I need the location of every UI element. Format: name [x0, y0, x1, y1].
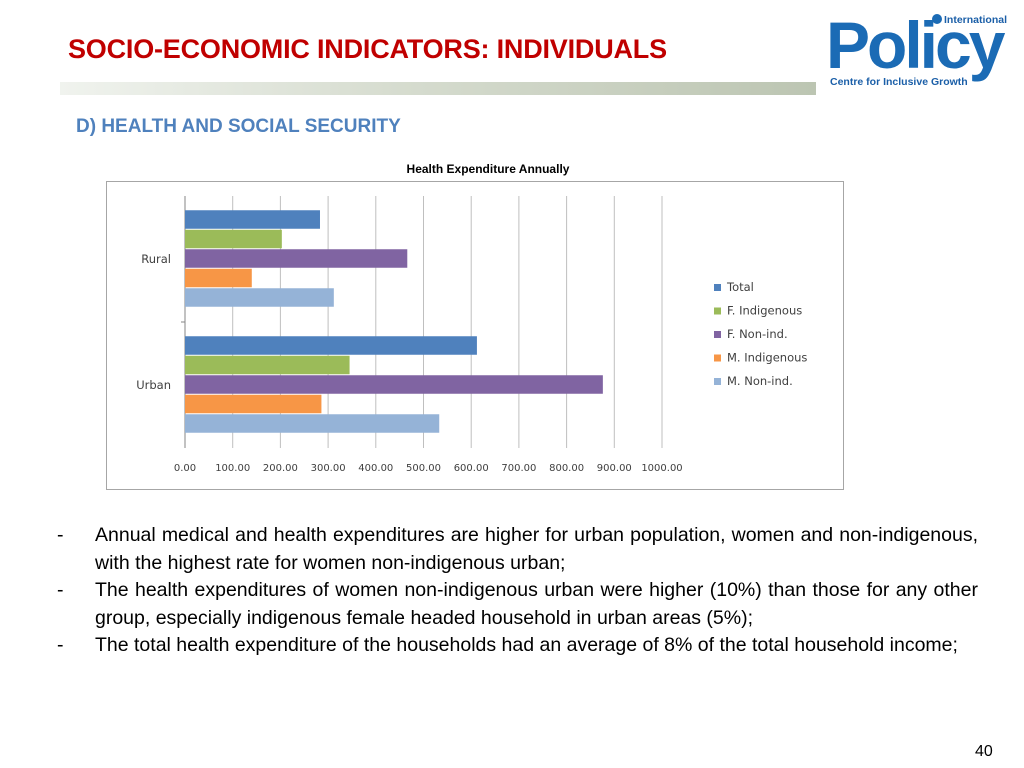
title-underline-bar: [60, 82, 816, 95]
bar: [185, 355, 350, 375]
bullet-item: - The health expenditures of women non-i…: [57, 577, 978, 632]
bullet-item: - Annual medical and health expenditures…: [57, 522, 978, 577]
bar: [185, 288, 334, 307]
bullet-text: The health expenditures of women non-ind…: [95, 579, 978, 629]
bar: [185, 268, 252, 288]
category-label: Rural: [141, 252, 171, 266]
legend-label: M. Non-ind.: [727, 374, 793, 388]
chart-container: 0.00 100.00 200.00 300.00 400.00 500.00 600.00…: [106, 181, 844, 490]
x-tick-label: 800.00: [549, 463, 584, 474]
bar: [185, 375, 603, 394]
x-tick-label: 0.00: [174, 463, 196, 474]
logo-name: Policy: [826, 8, 1005, 82]
legend-label: F. Indigenous: [727, 304, 802, 318]
bullet-item: - The total health expenditure of the ho…: [57, 632, 978, 660]
legend-swatch: [714, 307, 721, 315]
category-label: Urban: [136, 378, 171, 392]
legend-swatch: [714, 331, 721, 338]
logo-subtitle: Centre for Inclusive Growth: [830, 76, 968, 88]
x-tick-label: 400.00: [358, 463, 393, 474]
bullet-dash: -: [57, 634, 64, 656]
logo-international: International: [944, 14, 1008, 26]
bar: [185, 249, 408, 268]
bar: [185, 336, 477, 355]
ipc-logo: Policy International Centre for Inclusiv…: [826, 8, 1016, 92]
section-subtitle: D) HEALTH AND SOCIAL SECURITY: [76, 116, 401, 137]
bar: [185, 394, 322, 414]
chart-title: Health Expenditure Annually: [406, 162, 570, 176]
slide-title: SOCIO-ECONOMIC INDICATORS: INDIVIDUALS: [68, 34, 667, 64]
bar: [185, 229, 282, 249]
bullet-dash: -: [57, 524, 64, 546]
bullet-text: Annual medical and health expenditures a…: [95, 524, 978, 574]
bar: [185, 210, 320, 229]
x-tick-label: 200.00: [263, 463, 298, 474]
bullet-dash: -: [57, 579, 64, 601]
legend-swatch: [714, 284, 721, 291]
page-number: 40: [975, 743, 993, 760]
x-tick-label: 300.00: [311, 463, 346, 474]
logo-dot-icon: [932, 14, 942, 24]
legend-swatch: [714, 378, 721, 385]
bullet-text: The total health expenditure of the hous…: [95, 634, 958, 656]
bullet-list: - Annual medical and health expenditures…: [57, 522, 978, 660]
legend-swatch: [714, 354, 721, 362]
legend-label: M. Indigenous: [727, 351, 807, 365]
x-tick-label: 500.00: [406, 463, 441, 474]
x-tick-label: 600.00: [454, 463, 489, 474]
x-tick-label: 100.00: [215, 463, 250, 474]
x-tick-label: 900.00: [597, 463, 632, 474]
legend-label: Total: [726, 280, 754, 294]
x-tick-label: 1000.00: [641, 463, 682, 474]
legend-label: F. Non-ind.: [727, 327, 788, 341]
x-tick-label: 700.00: [501, 463, 536, 474]
bar: [185, 414, 440, 433]
bar-chart: 0.00 100.00 200.00 300.00 400.00 500.00 600.00…: [136, 196, 807, 474]
